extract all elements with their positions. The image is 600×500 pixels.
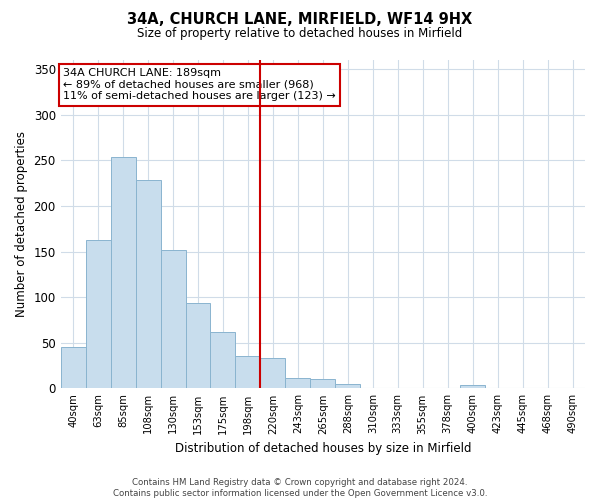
X-axis label: Distribution of detached houses by size in Mirfield: Distribution of detached houses by size … <box>175 442 471 455</box>
Bar <box>110 156 136 388</box>
Bar <box>136 180 161 388</box>
Bar <box>185 302 211 388</box>
Bar <box>161 250 185 388</box>
Text: Contains HM Land Registry data © Crown copyright and database right 2024.
Contai: Contains HM Land Registry data © Crown c… <box>113 478 487 498</box>
Bar <box>86 240 110 388</box>
Bar <box>211 332 235 388</box>
Y-axis label: Number of detached properties: Number of detached properties <box>15 131 28 317</box>
Text: 34A CHURCH LANE: 189sqm
← 89% of detached houses are smaller (968)
11% of semi-d: 34A CHURCH LANE: 189sqm ← 89% of detache… <box>63 68 336 102</box>
Bar <box>286 378 310 388</box>
Bar <box>310 380 335 388</box>
Bar <box>61 348 86 389</box>
Bar <box>460 385 485 388</box>
Bar <box>260 358 286 388</box>
Bar <box>335 384 360 388</box>
Text: Size of property relative to detached houses in Mirfield: Size of property relative to detached ho… <box>137 28 463 40</box>
Bar <box>235 356 260 388</box>
Text: 34A, CHURCH LANE, MIRFIELD, WF14 9HX: 34A, CHURCH LANE, MIRFIELD, WF14 9HX <box>127 12 473 28</box>
